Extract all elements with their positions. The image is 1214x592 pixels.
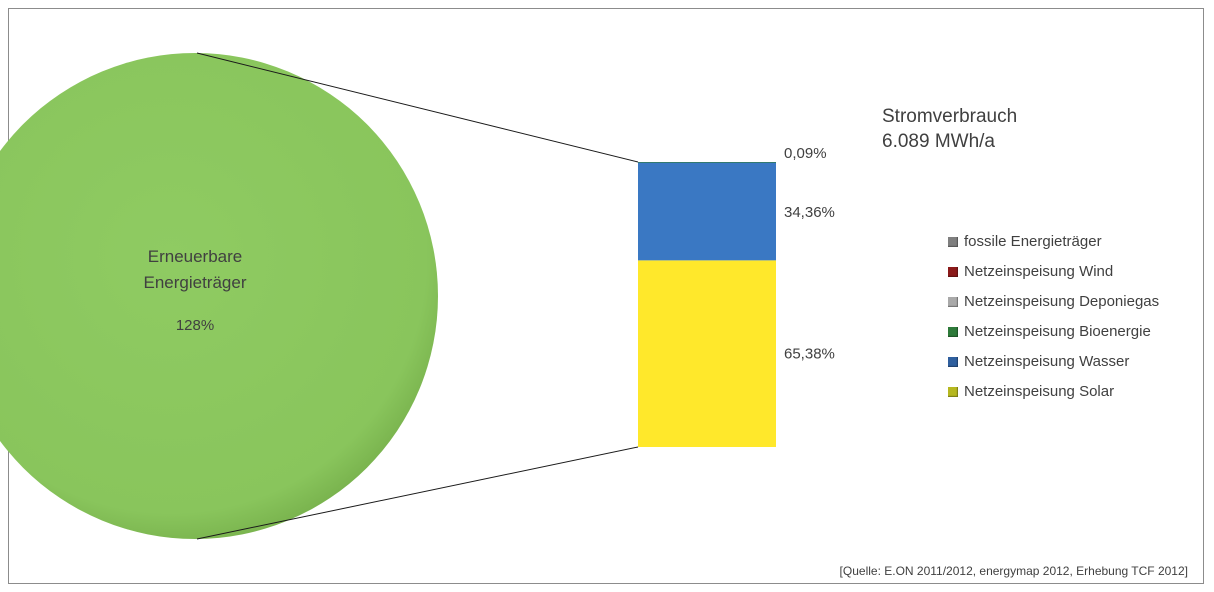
- bar-data-label: 0,09%: [784, 145, 827, 162]
- pie-value-label: 128%: [176, 317, 214, 334]
- legend-swatch: [948, 387, 958, 397]
- connector-line-top: [196, 52, 639, 163]
- legend-swatch: [948, 297, 958, 307]
- legend-label: Netzeinspeisung Deponiegas: [964, 293, 1160, 310]
- legend-swatch: [948, 327, 958, 337]
- legend-swatch: [948, 267, 958, 277]
- legend-item: Netzeinspeisung Solar: [948, 382, 1159, 412]
- legend-swatch: [948, 237, 958, 247]
- pie-label-line2: Energieträger: [143, 273, 246, 292]
- chart-title: Stromverbrauch 6.089 MWh/a: [882, 104, 1017, 154]
- pie-slice-erneuerbare: [0, 53, 438, 539]
- chart-title-line1: Stromverbrauch: [882, 106, 1018, 127]
- connector-line-bottom: [196, 446, 639, 540]
- bar-segment-netzeinspeisung-bioenergie: [638, 162, 776, 163]
- chart-title-line2: 6.089 MWh/a: [882, 131, 995, 152]
- legend-item: Netzeinspeisung Wind: [948, 262, 1159, 292]
- legend-label: fossile Energieträger: [964, 233, 1102, 250]
- bar-data-label: 34,36%: [784, 204, 835, 221]
- legend-item: Netzeinspeisung Bioenergie: [948, 322, 1159, 352]
- bar-segment-netzeinspeisung-wasser: [638, 162, 776, 261]
- legend: fossile Energieträger Netzeinspeisung Win…: [948, 232, 1159, 412]
- legend-swatch: [948, 357, 958, 367]
- pie-label-line1: Erneuerbare: [148, 247, 243, 266]
- legend-item: fossile Energieträger: [948, 232, 1159, 262]
- source-note: [Quelle: E.ON 2011/2012, energymap 2012,…: [839, 564, 1188, 578]
- bar-data-label: 65,38%: [784, 346, 835, 363]
- bar-segment-netzeinspeisung-solar: [638, 260, 776, 447]
- legend-label: Netzeinspeisung Wind: [964, 263, 1114, 280]
- legend-label: Netzeinspeisung Solar: [964, 383, 1115, 400]
- legend-label: Netzeinspeisung Bioenergie: [964, 323, 1151, 340]
- legend-item: Netzeinspeisung Wasser: [948, 352, 1159, 382]
- legend-label: Netzeinspeisung Wasser: [964, 353, 1130, 370]
- legend-item: Netzeinspeisung Deponiegas: [948, 292, 1159, 322]
